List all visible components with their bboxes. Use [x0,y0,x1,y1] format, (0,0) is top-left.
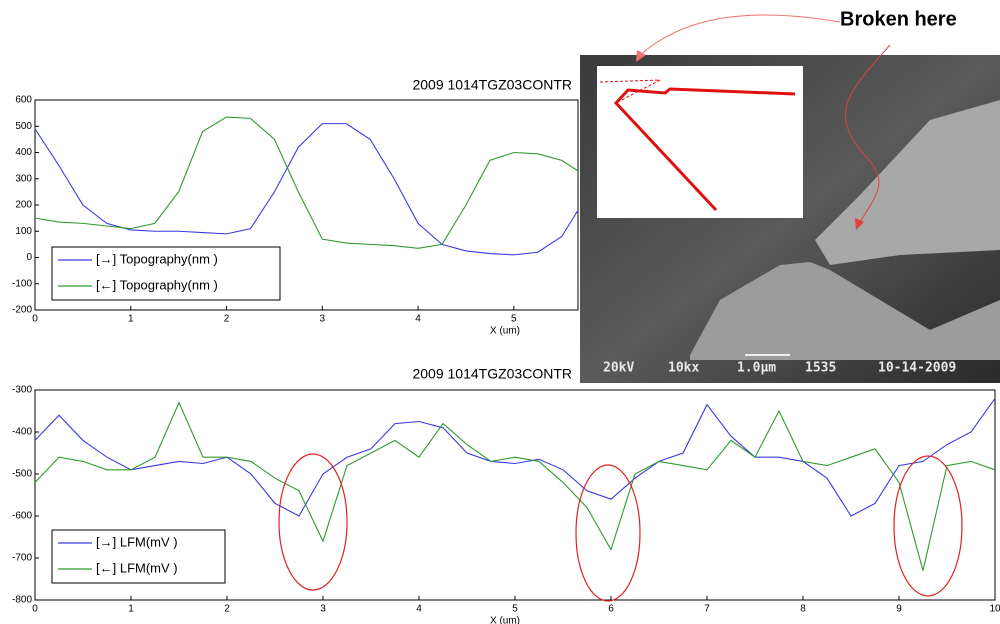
y-tick-label: -200 [12,305,32,316]
sem-label: 1535 [805,361,836,376]
inset-broken [599,79,661,104]
y-tick-label: 600 [15,95,32,106]
data-line [34,116,579,249]
y-tick-label: -800 [12,595,32,606]
x-tick-label: 2 [224,604,230,615]
x-axis-label: X (um) [490,326,520,337]
y-tick-label: -100 [12,278,32,289]
y-tick-label: -600 [12,511,32,522]
x-axis-label: X (um) [490,616,520,624]
highlight-ellipse [893,455,963,597]
sem-lower-tip [690,262,1000,360]
y-tick-label: -500 [12,469,32,480]
y-tick-label: 100 [15,226,32,237]
legend-label: [→] LFM(mV ) [96,534,178,549]
legend-label: [←] Topography(nm ) [96,277,218,292]
y-tick-label: -700 [12,553,32,564]
sem-image: 20kV 10kx 1.0μm 1535 10-14-2009 [580,55,1000,383]
data-line [34,123,579,256]
x-tick-label: 8 [800,604,806,615]
legend-label: [←] LFM(mV ) [96,560,178,575]
arrow-head [855,218,864,230]
x-tick-label: 1 [128,314,134,325]
y-tick-label: 400 [15,147,32,158]
x-tick-label: 3 [320,314,326,325]
x-tick-label: 9 [896,604,902,615]
data-line [34,398,996,517]
x-tick-label: 4 [416,604,422,615]
x-tick-label: 1 [128,604,134,615]
legend-box [51,529,226,584]
sem-label: 1.0μm [737,361,776,376]
legend-label: [→] Topography(nm ) [96,251,218,266]
x-tick-label: 2 [224,314,230,325]
arrow [639,14,841,56]
sem-label: 20kV [603,361,634,376]
y-tick-label: 500 [15,121,32,132]
arrow-head [636,50,646,62]
x-tick-label: 7 [704,604,710,615]
highlights [278,453,963,602]
annotation: Broken here [840,8,957,30]
x-tick-label: 5 [511,314,517,325]
highlight-ellipse [575,464,641,602]
x-tick-label: 0 [32,314,38,325]
arrow [845,44,891,223]
x-tick-label: 5 [512,604,518,615]
sem-label: 10kx [668,361,699,376]
y-tick-label: -300 [12,385,32,396]
x-tick-label: 3 [320,604,326,615]
x-tick-label: 4 [415,314,421,325]
sem-label: 10-14-2009 [878,361,956,376]
y-tick-label: 200 [15,200,32,211]
inset-probe [613,87,796,212]
x-tick-label: 6 [608,604,614,615]
legend-box [51,246,281,301]
y-tick-label: 0 [26,252,32,263]
y-tick-label: 300 [15,173,32,184]
data-line [34,401,996,571]
chart-title: 2009 1014TGZ03CONTR [412,77,572,93]
chart-title: 2009 1014TGZ03CONTR [412,366,572,382]
highlight-ellipse [278,453,348,591]
x-tick-label: 0 [32,604,38,615]
y-tick-label: -400 [12,427,32,438]
x-tick-label: 10 [989,604,1000,615]
